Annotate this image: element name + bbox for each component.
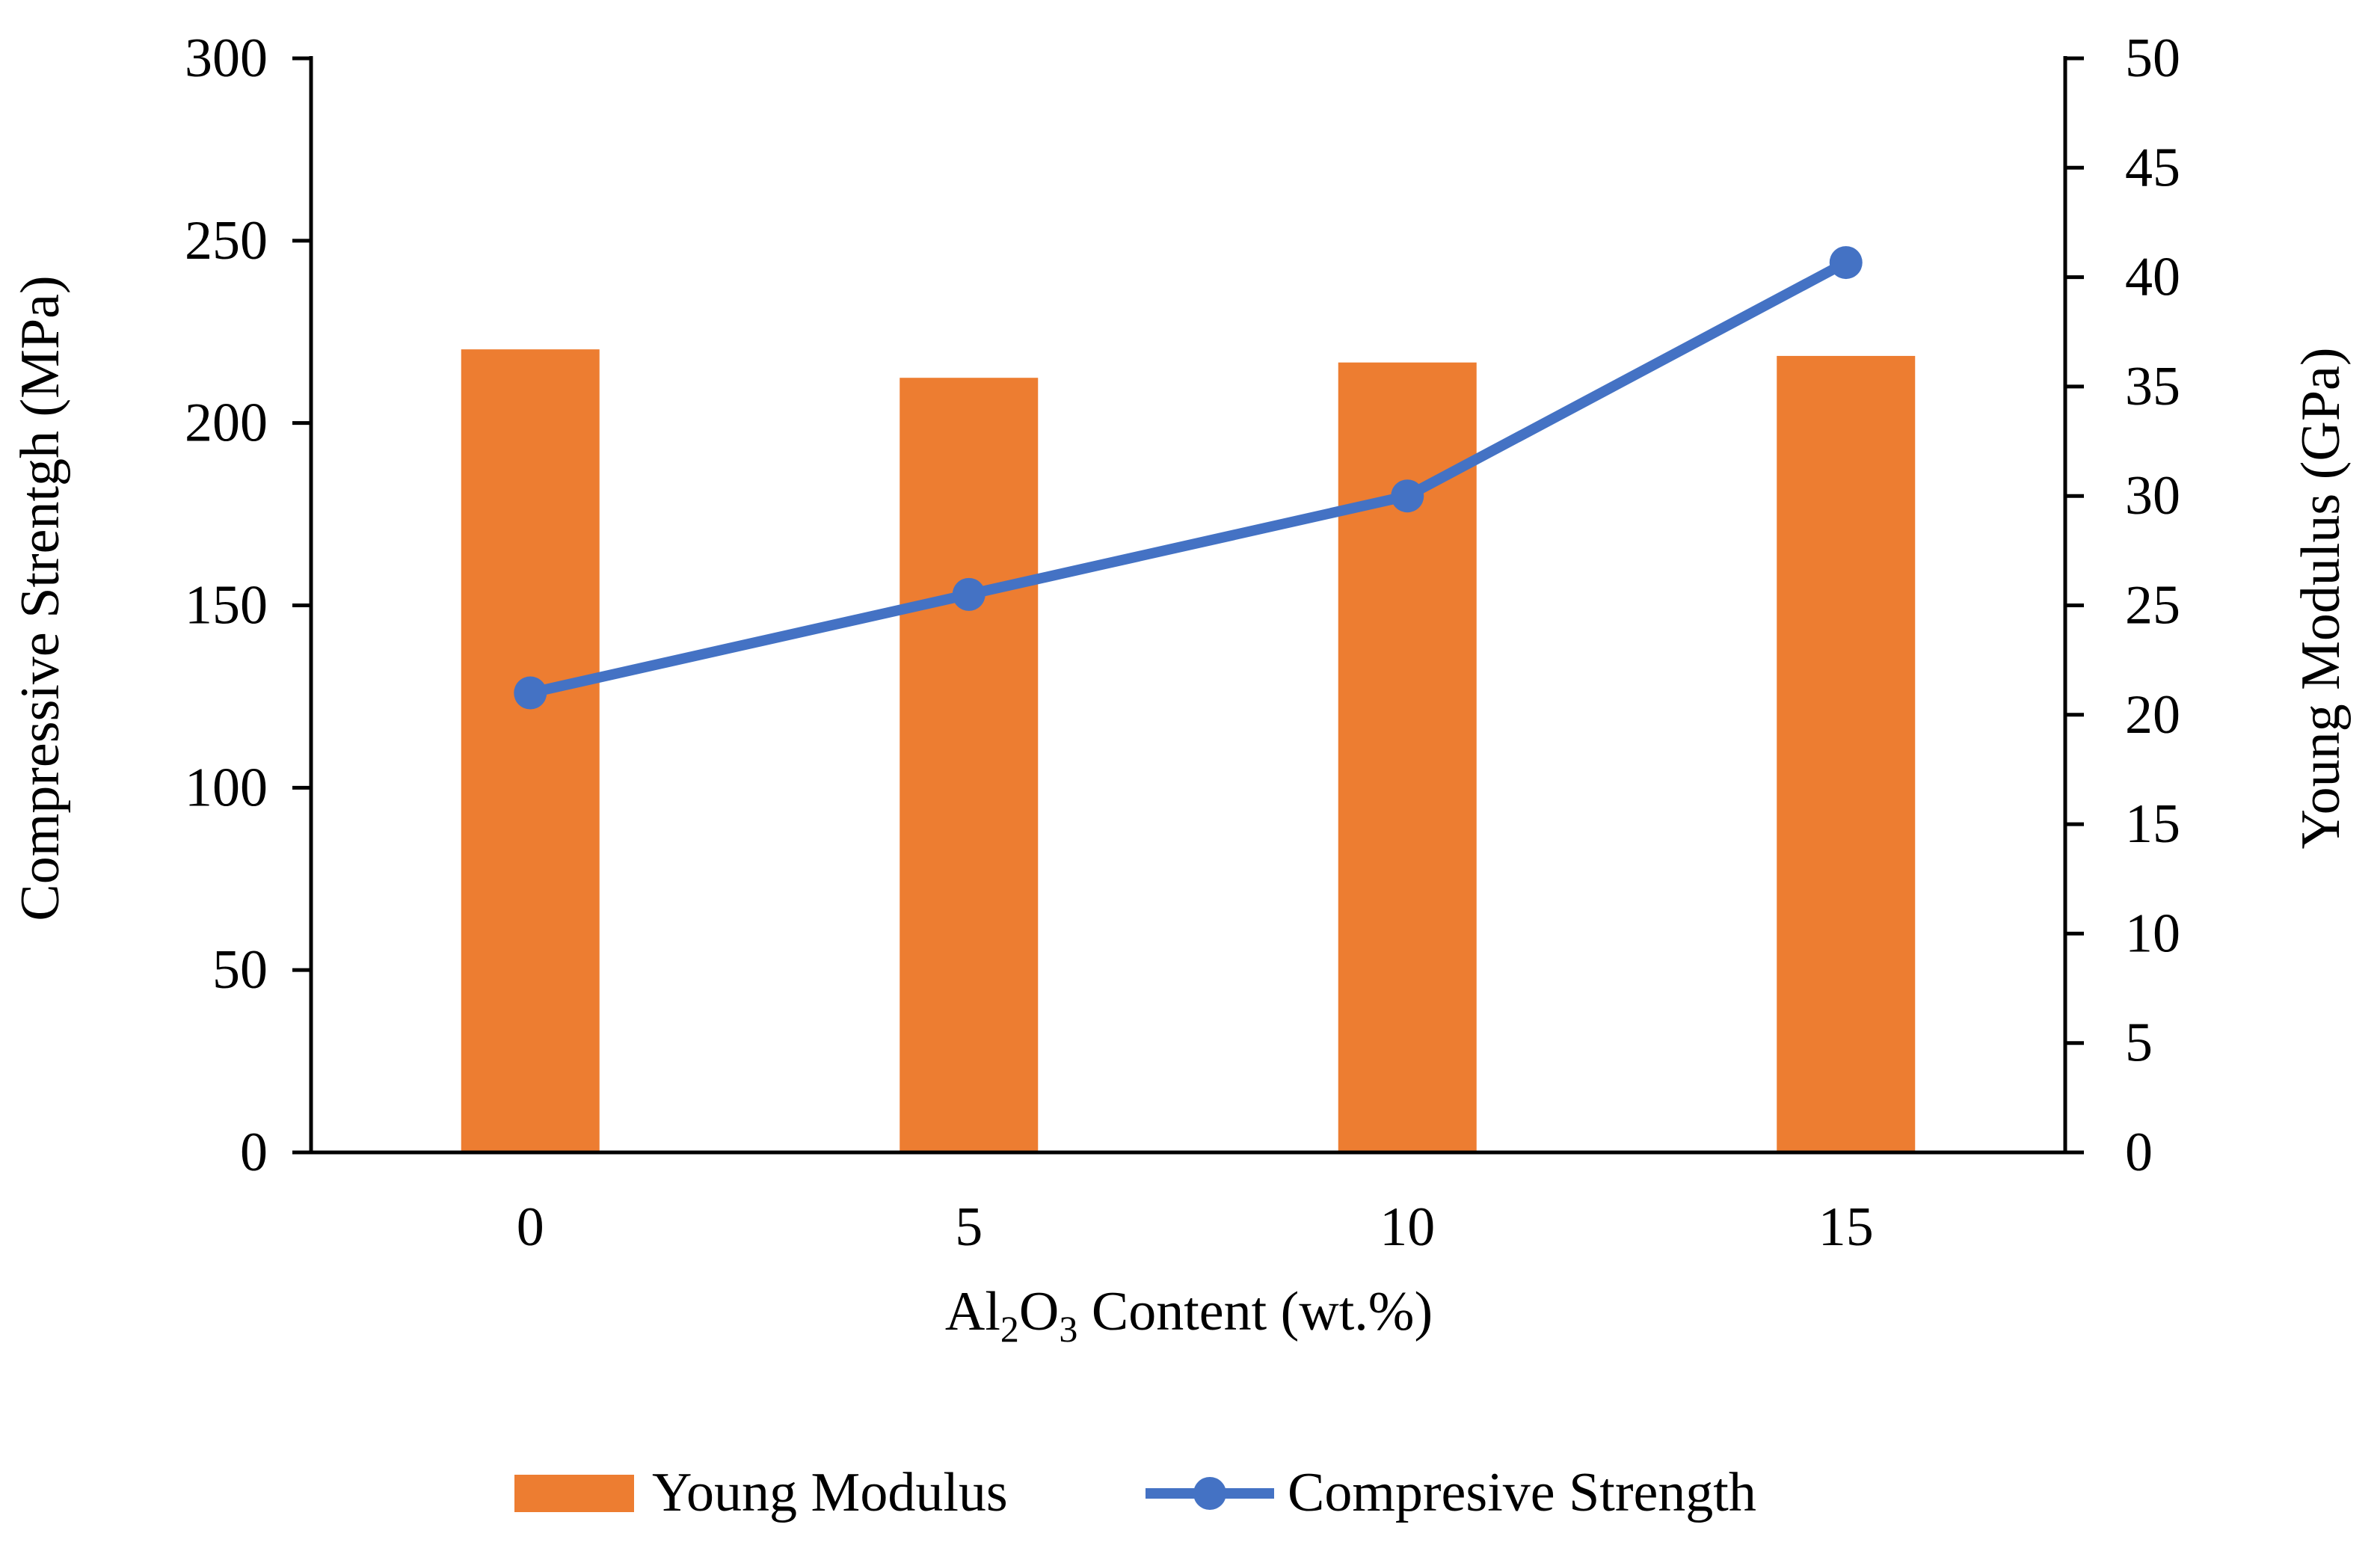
legend-label-compressive-strength: Compresive Strength xyxy=(1288,1462,1756,1523)
left-axis-ticks: 0 50 100 150 200 250 300 xyxy=(185,28,311,1183)
legend-label-young-modulus: Young Modulus xyxy=(652,1462,1008,1523)
bar-young-modulus-5 xyxy=(900,378,1039,1152)
line-layer xyxy=(514,246,1863,710)
point-compressive-strength-5 xyxy=(952,577,985,611)
right-tick-label: 0 xyxy=(2125,1122,2153,1183)
right-tick-label: 50 xyxy=(2125,28,2180,89)
right-tick-label: 40 xyxy=(2125,247,2180,308)
left-tick-label: 250 xyxy=(185,210,268,271)
x-axis-ticks: 0 5 10 15 xyxy=(517,1197,1874,1258)
right-tick-label: 30 xyxy=(2125,465,2180,526)
bar-young-modulus-15 xyxy=(1777,355,1916,1152)
x-axis-label-prefix: Al xyxy=(945,1281,1000,1342)
x-axis-label-sub1: 2 xyxy=(1000,1308,1019,1350)
point-compressive-strength-10 xyxy=(1391,479,1424,513)
right-tick-label: 25 xyxy=(2125,575,2180,636)
legend-marker-compressive-strength xyxy=(1193,1477,1226,1510)
left-tick-label: 100 xyxy=(185,757,268,818)
left-tick-label: 200 xyxy=(185,393,268,454)
line-compressive-strength xyxy=(525,257,1851,698)
left-tick-label: 150 xyxy=(185,575,268,636)
right-tick-label: 10 xyxy=(2125,903,2180,964)
point-compressive-strength-15 xyxy=(1829,246,1863,280)
left-tick-label: 50 xyxy=(212,939,268,1001)
legend: Young Modulus Compresive Strength xyxy=(514,1462,1756,1523)
x-tick-label: 10 xyxy=(1380,1197,1435,1258)
y-axis-left-label: Compressive Strentgh (MPa) xyxy=(10,275,71,921)
right-axis-ticks: 0 5 10 15 20 25 30 35 40 45 50 xyxy=(2065,28,2180,1183)
right-tick-label: 20 xyxy=(2125,684,2180,746)
x-axis-label-mid: O xyxy=(1019,1281,1059,1342)
x-tick-label: 5 xyxy=(955,1197,983,1258)
x-axis-label-sub2: 3 xyxy=(1059,1308,1077,1350)
x-tick-label: 0 xyxy=(517,1197,544,1258)
x-tick-label: 15 xyxy=(1818,1197,1874,1258)
right-tick-label: 5 xyxy=(2125,1013,2153,1074)
x-axis-label-suffix: Content (wt.%) xyxy=(1077,1281,1433,1342)
right-tick-label: 15 xyxy=(2125,793,2180,855)
right-tick-label: 35 xyxy=(2125,356,2180,417)
legend-swatch-young-modulus xyxy=(514,1475,634,1512)
left-tick-label: 300 xyxy=(185,28,268,89)
right-tick-label: 45 xyxy=(2125,137,2180,198)
left-tick-label: 0 xyxy=(240,1122,268,1183)
x-axis-label: Al2O3 Content (wt.%) xyxy=(945,1281,1433,1350)
y-axis-right-label: Young Modulus (GPa) xyxy=(2290,348,2352,850)
point-compressive-strength-0 xyxy=(514,676,547,710)
bar-young-modulus-0 xyxy=(461,349,600,1153)
